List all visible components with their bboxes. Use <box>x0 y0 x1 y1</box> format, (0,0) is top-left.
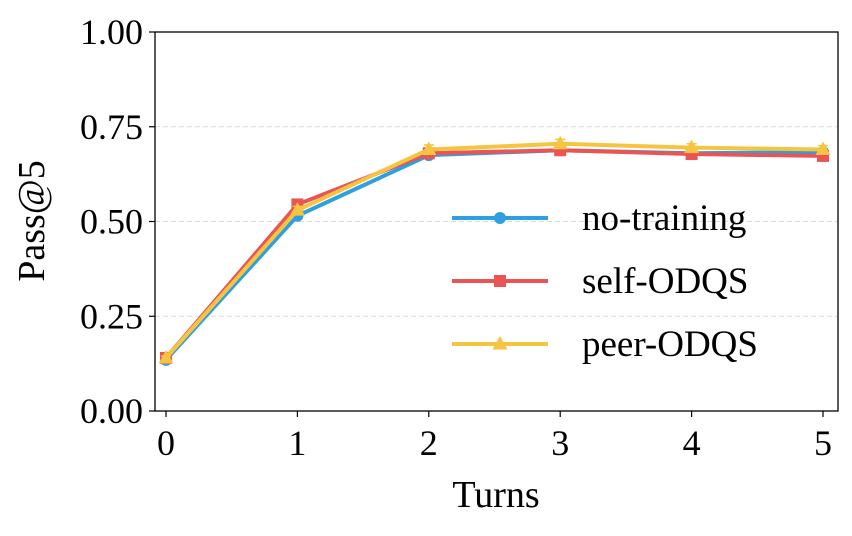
data-point <box>158 349 174 364</box>
legend-marker <box>494 212 506 224</box>
x-tick-label: 5 <box>814 423 832 463</box>
x-tick-label: 3 <box>551 423 569 463</box>
data-point <box>421 141 437 155</box>
legend-item-self-ODQS: self-ODQS <box>452 261 748 302</box>
legend-label: no-training <box>582 198 746 239</box>
y-tick-label: 0.75 <box>80 107 143 147</box>
y-tick-label: 0.50 <box>80 202 143 242</box>
series-line <box>164 148 824 360</box>
x-axis-label: Turns <box>452 474 539 516</box>
legend: no-training self-ODQS peer-ODQS <box>452 198 758 365</box>
x-tick-label: 4 <box>683 423 701 463</box>
ticks: 0.00 0.25 0.50 0.75 1.00 0 1 2 3 4 5 <box>80 12 832 463</box>
data-point <box>552 135 568 150</box>
series-peer-ODQS <box>158 135 831 364</box>
legend-item-no-training: no-training <box>452 198 746 239</box>
grid <box>155 126 838 317</box>
x-tick-label: 1 <box>288 423 306 463</box>
y-tick-label: 0.25 <box>80 296 143 336</box>
legend-label: peer-ODQS <box>582 324 758 365</box>
y-axis-label: Pass@5 <box>11 160 53 282</box>
data-point <box>684 139 700 154</box>
y-tick-label: 1.00 <box>80 12 143 52</box>
y-tick-label: 0.00 <box>80 391 143 431</box>
x-tick-label: 0 <box>157 423 175 463</box>
legend-marker <box>492 336 508 350</box>
data-point <box>289 202 305 216</box>
series-group <box>158 135 831 366</box>
legend-label: self-ODQS <box>582 261 748 302</box>
legend-item-peer-ODQS: peer-ODQS <box>452 324 758 365</box>
legend-marker <box>494 275 506 287</box>
x-tick-label: 2 <box>420 423 438 463</box>
data-point <box>815 141 831 155</box>
series-line <box>164 141 824 360</box>
